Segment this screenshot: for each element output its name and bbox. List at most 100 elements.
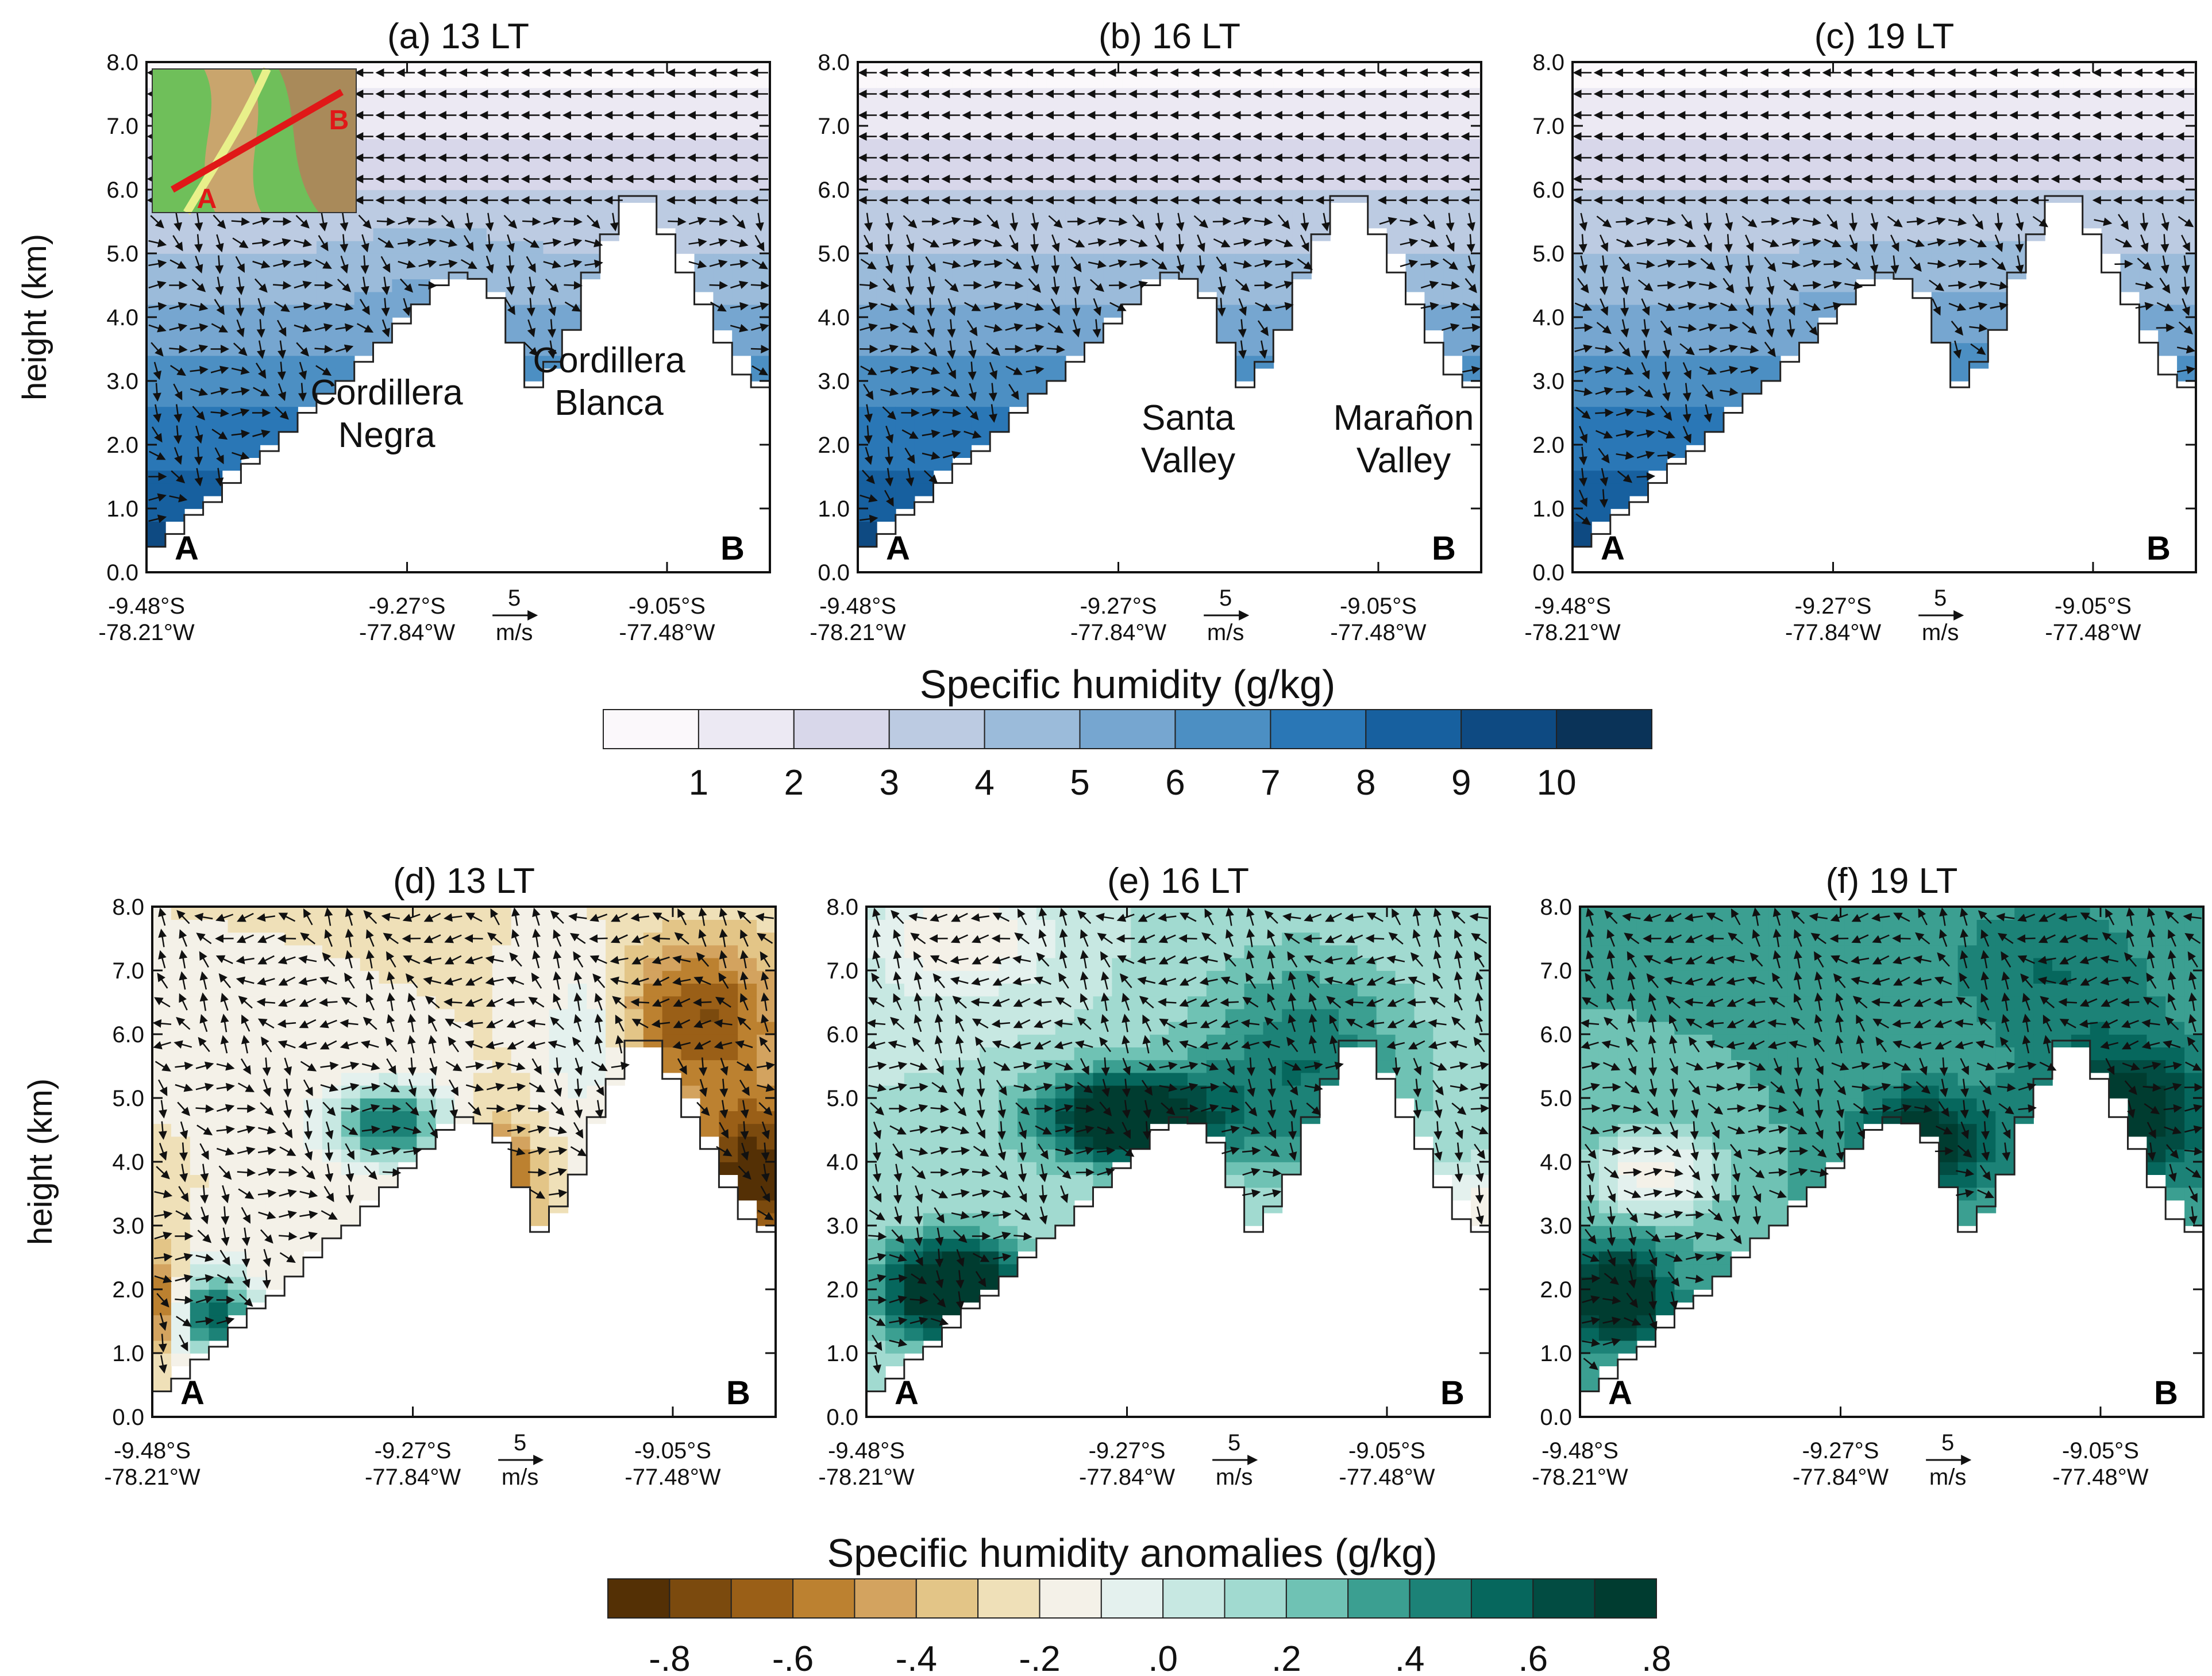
field-cell <box>942 1238 962 1252</box>
field-cell <box>165 457 185 471</box>
field-cell <box>152 1174 172 1188</box>
field-cell <box>2139 291 2159 305</box>
field-cell <box>858 164 877 178</box>
field-cell <box>738 1149 757 1162</box>
field-cell <box>543 164 563 178</box>
field-cell <box>373 240 393 254</box>
field-cell <box>436 1008 455 1022</box>
field-cell <box>643 983 663 997</box>
field-cell <box>885 1226 905 1239</box>
wind-vector <box>214 447 224 465</box>
field-cell <box>1648 291 1668 305</box>
field-cell <box>1084 317 1104 330</box>
field-cell <box>1065 253 1085 267</box>
field-cell <box>1648 75 1668 88</box>
field-cell <box>952 202 972 216</box>
wind-vector <box>564 281 583 290</box>
field-cell <box>190 1238 210 1252</box>
field-cell <box>505 330 525 344</box>
field-cell <box>360 1034 380 1047</box>
field-cell <box>530 932 550 946</box>
field-cell <box>165 431 185 445</box>
field-cell <box>568 1047 587 1061</box>
field-cell <box>392 291 412 305</box>
field-cell <box>449 164 468 178</box>
field-cell <box>1610 202 1630 216</box>
field-cell <box>322 932 342 946</box>
field-cell <box>1216 330 1236 344</box>
field-cell <box>152 1302 172 1316</box>
field-cell <box>1443 164 1463 178</box>
field-cell <box>530 1174 550 1188</box>
field-cell <box>923 1200 943 1213</box>
field-cell <box>751 164 770 178</box>
field-cell <box>392 202 412 216</box>
field-cell <box>971 138 991 152</box>
field-cell <box>549 1021 569 1035</box>
wind-vector <box>503 214 518 229</box>
field-cell <box>1761 317 1781 330</box>
field-cell <box>1610 483 1630 496</box>
wind-vector <box>564 217 583 226</box>
wind-vector <box>315 365 332 376</box>
field-cell <box>625 983 644 997</box>
wind-vector <box>210 365 229 375</box>
wind-vector <box>486 1104 506 1114</box>
field-cell <box>923 919 943 933</box>
field-cell <box>713 176 733 190</box>
field-cell <box>1610 138 1630 152</box>
field-cell <box>360 1111 380 1124</box>
field-cell <box>246 1111 267 1124</box>
field-cell <box>165 355 185 369</box>
field-cell <box>1424 138 1444 152</box>
field-cell <box>1273 138 1293 152</box>
field-cell <box>260 330 279 344</box>
wind-vector <box>524 342 538 356</box>
field-cell <box>1292 228 1312 241</box>
field-cell <box>2082 215 2102 229</box>
field-cell <box>379 970 399 984</box>
field-cell <box>449 138 468 152</box>
field-cell <box>719 1047 739 1061</box>
field-cell <box>858 521 877 535</box>
wind-vector <box>232 408 250 417</box>
field-cell <box>1573 394 1592 407</box>
field-cell <box>152 1047 172 1061</box>
field-cell <box>2158 215 2178 229</box>
wind-vector <box>381 276 390 295</box>
field-cell <box>2158 253 2178 267</box>
field-cell <box>885 1212 905 1226</box>
field-cell <box>1443 75 1463 88</box>
field-cell <box>1742 253 1762 267</box>
wind-vector <box>402 934 421 943</box>
field-cell <box>398 919 418 933</box>
wind-vector <box>153 404 161 423</box>
field-cell <box>751 355 770 369</box>
field-cell <box>1818 75 1838 88</box>
wind-vector <box>213 214 226 229</box>
field-cell <box>1969 164 1989 178</box>
field-cell <box>1591 304 1611 318</box>
field-cell <box>2007 215 2026 229</box>
field-cell <box>1818 291 1838 305</box>
wind-vector <box>341 1104 360 1114</box>
field-cell <box>1799 202 1819 216</box>
field-cell <box>2101 228 2121 241</box>
field-cell <box>511 1008 531 1022</box>
field-cell <box>876 215 896 229</box>
field-cell <box>885 1008 905 1022</box>
wind-vector <box>174 446 183 465</box>
field-cell <box>952 368 972 382</box>
field-cell <box>265 957 285 971</box>
field-cell <box>1742 291 1762 305</box>
wind-vector <box>381 319 390 338</box>
field-cell <box>2045 164 2064 178</box>
field-cell <box>1686 138 1705 152</box>
field-cell <box>1950 266 1970 280</box>
field-cell <box>738 983 757 997</box>
field-cell <box>1386 215 1406 229</box>
field-cell <box>732 202 752 216</box>
field-cell <box>1875 75 1894 88</box>
field-cell <box>1254 266 1274 280</box>
field-cell <box>184 419 204 433</box>
